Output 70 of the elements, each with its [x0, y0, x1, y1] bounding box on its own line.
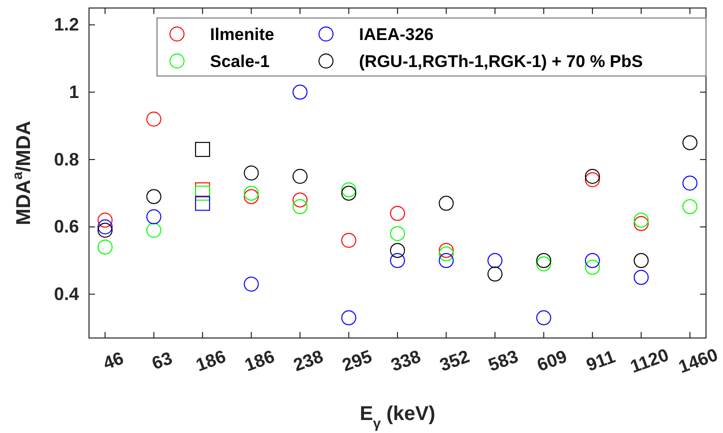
point	[146, 189, 162, 204]
point	[292, 168, 308, 184]
point	[292, 199, 308, 214]
x-tick-label: 1460	[676, 344, 720, 377]
x-tick-label: 186	[242, 346, 278, 376]
point	[341, 310, 356, 326]
point	[98, 219, 113, 234]
point	[487, 266, 502, 282]
legend-label: Ilmenite	[210, 25, 274, 44]
point	[195, 196, 210, 211]
x-tick-label: 63	[149, 348, 175, 374]
x-tick-label: 238	[290, 346, 326, 376]
point	[584, 172, 600, 188]
x-tick-label: 338	[388, 346, 424, 376]
point	[390, 253, 405, 268]
point	[98, 222, 113, 238]
point	[584, 253, 600, 268]
x-tick-label: 609	[534, 346, 570, 376]
x-tick-label: 911	[584, 346, 618, 376]
point	[195, 186, 210, 201]
y-tick-label: 0.6	[54, 216, 79, 237]
y-tick-label: 0.4	[54, 284, 79, 304]
point	[584, 260, 600, 275]
point	[487, 253, 502, 268]
y-tick-label: 1	[68, 82, 79, 102]
point	[146, 209, 162, 224]
y-tick-label: 0.8	[54, 149, 79, 170]
point	[634, 212, 649, 228]
point	[438, 246, 454, 262]
point	[244, 186, 259, 201]
point	[146, 112, 162, 127]
point	[195, 142, 210, 157]
point	[536, 256, 552, 272]
x-axis-title: E$_{γ}$ (keV)	[360, 403, 436, 431]
point	[682, 176, 698, 191]
point	[438, 253, 454, 268]
point	[536, 310, 552, 326]
x-tick-label: 46	[100, 348, 126, 374]
point	[390, 242, 405, 258]
point	[536, 253, 552, 268]
point	[682, 199, 698, 214]
point	[634, 270, 649, 285]
point	[438, 196, 454, 211]
point	[390, 206, 405, 221]
legend-label: (RGU-1,RGTh-1,RGK-1) + 70 % PbS	[359, 52, 643, 71]
point	[584, 168, 600, 184]
y-tick-label: 1.2	[54, 14, 79, 35]
x-tick-label: 352	[436, 346, 472, 376]
point	[244, 276, 259, 292]
x-tick-label: 186	[193, 346, 228, 376]
point	[341, 232, 356, 248]
x-tick-label: 583	[486, 346, 521, 376]
point	[244, 166, 259, 180]
point	[634, 253, 649, 268]
point	[98, 240, 113, 255]
legend-label: Scale-1	[210, 52, 270, 71]
point	[292, 84, 308, 100]
point	[146, 222, 162, 238]
point	[292, 192, 308, 208]
point	[634, 216, 649, 232]
legend-label: IAEA-326	[359, 25, 434, 44]
point	[244, 189, 259, 204]
x-tick-label: 1120	[628, 344, 672, 377]
point	[390, 226, 405, 242]
point	[98, 212, 113, 228]
point	[682, 135, 698, 150]
point	[341, 182, 356, 198]
point	[341, 186, 356, 201]
point	[438, 242, 454, 258]
x-tick-label: 295	[340, 346, 375, 376]
